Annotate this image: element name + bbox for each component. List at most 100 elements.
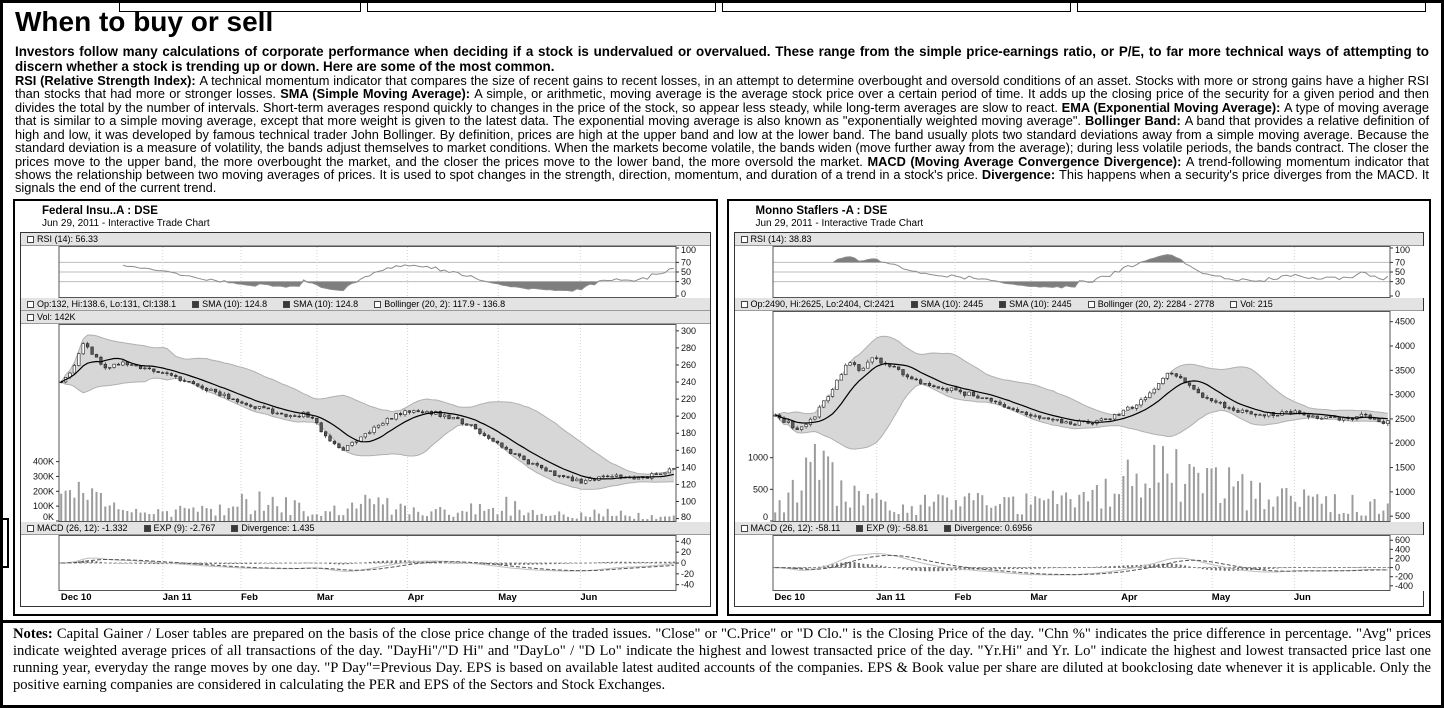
legend-text: Vol: 142K xyxy=(37,312,76,323)
notes-label: Notes: xyxy=(13,625,53,642)
candlesticks xyxy=(773,355,1389,432)
svg-text:0: 0 xyxy=(1395,289,1400,298)
volume-bars xyxy=(773,444,1389,522)
article-term: SMA (Simple Moving Average): xyxy=(280,86,475,102)
x-axis: Dec 10 Jan 11 Feb Mar Apr May Jun xyxy=(734,591,1423,607)
legend-text: EXP (9): -58.81 xyxy=(866,523,929,534)
rsi-legend: RSI (14): 56.33 xyxy=(21,233,710,247)
legend-item: Op:132, Hi:138.6, Lo:131, Cl:138.1 xyxy=(27,299,176,309)
legend-chip-icon xyxy=(910,300,918,308)
x-axis-label: Dec 10 xyxy=(774,592,805,604)
svg-text:100: 100 xyxy=(1395,246,1410,255)
bollinger-upper-line xyxy=(60,334,674,476)
legend-text: SMA (10): 124.8 xyxy=(293,299,359,310)
price-plot: 300 280 260 240 220 200 180 160 140 120 100 80 400K 3… xyxy=(21,324,710,523)
legend-text: Divergence: 1.435 xyxy=(241,523,315,534)
bollinger-band xyxy=(61,335,674,490)
svg-text:4000: 4000 xyxy=(1395,341,1415,351)
svg-text:0: 0 xyxy=(762,512,767,522)
chart-subtitle: Jun 29, 2011 - Interactive Trade Chart xyxy=(755,218,924,230)
chart-title: Monno Staflers -A : DSE xyxy=(755,204,888,217)
x-axis-label: Mar xyxy=(1030,592,1048,604)
legend-item: SMA (10): 2445 xyxy=(910,299,983,309)
legend-item: EXP (9): -2.767 xyxy=(143,523,215,533)
rsi-line xyxy=(836,254,1388,289)
legend-item: RSI (14): 56.33 xyxy=(27,234,98,244)
macd-series xyxy=(59,536,676,591)
legend-item: Bollinger (20, 2): 2284 - 2778 xyxy=(1087,299,1215,310)
article-text: A simple, or arithmetic, moving average … xyxy=(15,86,1429,115)
svg-text:-200: -200 xyxy=(1395,572,1413,582)
price-legend-row1: Op:132, Hi:138.6, Lo:131, Cl:138.1 SMA (1… xyxy=(21,298,710,312)
macd-series xyxy=(772,536,1390,591)
volume-bars xyxy=(60,482,675,522)
x-axis-label: Feb xyxy=(954,592,972,604)
x-axis-label: Feb xyxy=(241,592,258,604)
svg-text:200K: 200K xyxy=(33,487,54,497)
legend-text: Bollinger (20, 2): 2284 - 2778 xyxy=(1097,299,1215,310)
legend-text: SMA (10): 124.8 xyxy=(202,299,268,310)
article-term: Divergence: xyxy=(981,166,1060,182)
svg-text:300K: 300K xyxy=(33,472,54,482)
svg-text:100K: 100K xyxy=(33,502,54,512)
legend-item: MACD (26, 12): -1.332 xyxy=(27,523,128,533)
svg-text:3500: 3500 xyxy=(1395,366,1415,376)
x-axis-label: Apr xyxy=(1121,592,1138,604)
article-term: EMA (Exponential Moving Average): xyxy=(1061,99,1285,115)
notes-section: Notes: Capital Gainer / Loser tables are… xyxy=(3,619,1441,696)
svg-text:1500: 1500 xyxy=(1395,463,1415,473)
legend-chip-icon xyxy=(740,235,748,243)
legend-chip-icon xyxy=(27,524,34,532)
svg-text:500: 500 xyxy=(1395,512,1410,522)
table-fragment xyxy=(1077,3,1426,12)
stock-chart-federal-insurance: Federal Insu..A : DSE Jun 29, 2011 - Int… xyxy=(13,198,718,616)
svg-text:20: 20 xyxy=(681,548,691,558)
article-text: A trend-following momentum indicator tha… xyxy=(15,153,1429,182)
legend-text: Divergence: 0.6956 xyxy=(954,523,1033,534)
svg-text:160: 160 xyxy=(681,446,696,456)
legend-chip-icon xyxy=(999,300,1007,308)
legend-item: Op:2490, Hi:2625, Lo:2404, Cl:2421 xyxy=(740,299,895,309)
chart-title: Federal Insu..A : DSE xyxy=(42,204,158,217)
svg-text:70: 70 xyxy=(681,258,691,268)
legend-chip-icon xyxy=(374,300,382,308)
svg-text:180: 180 xyxy=(681,429,696,439)
legend-chip-icon xyxy=(740,524,748,532)
article-intro: Investors follow many calculations of co… xyxy=(15,44,1429,74)
svg-text:3000: 3000 xyxy=(1395,390,1415,400)
svg-text:30: 30 xyxy=(681,277,691,287)
article-body: RSI (Relative Strength Index): A technic… xyxy=(15,74,1429,195)
x-axis: Dec 10 Jan 11 Feb Mar Apr May Jun xyxy=(21,591,710,607)
sma-line xyxy=(774,363,1388,425)
legend-text: Bollinger (20, 2): 117.9 - 136.8 xyxy=(384,299,506,310)
legend-item: Vol: 142K xyxy=(27,312,76,322)
svg-text:280: 280 xyxy=(681,343,696,353)
stock-chart-monno-staflers: Monno Staflers -A : DSE Jun 29, 2011 - I… xyxy=(726,198,1431,616)
article: When to buy or sell Investors follow man… xyxy=(3,3,1441,195)
svg-text:400K: 400K xyxy=(33,457,54,467)
legend-item: EXP (9): -58.81 xyxy=(856,523,928,533)
x-axis-label: Jun xyxy=(580,592,598,604)
legend-item: Bollinger (20, 2): 117.9 - 136.8 xyxy=(374,299,505,309)
svg-text:70: 70 xyxy=(1395,258,1405,268)
legend-item: SMA (10): 2445 xyxy=(999,299,1072,309)
macd-histogram xyxy=(773,562,1389,572)
legend-text: SMA (10): 2445 xyxy=(1009,299,1072,310)
legend-text: RSI (14): 38.83 xyxy=(750,234,812,245)
article-text: A band that provides a relative definiti… xyxy=(15,113,1430,169)
signal-line xyxy=(61,559,674,572)
rsi-series xyxy=(772,247,1390,298)
svg-text:300: 300 xyxy=(681,326,696,336)
legend-item: MACD (26, 12): -58.11 xyxy=(740,523,840,533)
bollinger-upper-line xyxy=(774,336,1388,416)
article-term: Bollinger Band: xyxy=(1085,113,1185,129)
legend-item: RSI (14): 38.83 xyxy=(740,234,812,245)
x-axis-label: May xyxy=(498,592,517,604)
x-axis-label: Mar xyxy=(316,592,334,604)
legend-chip-icon xyxy=(944,524,952,532)
legend-item: Divergence: 0.6956 xyxy=(944,523,1032,533)
legend-item: Vol: 215 xyxy=(1230,299,1273,309)
